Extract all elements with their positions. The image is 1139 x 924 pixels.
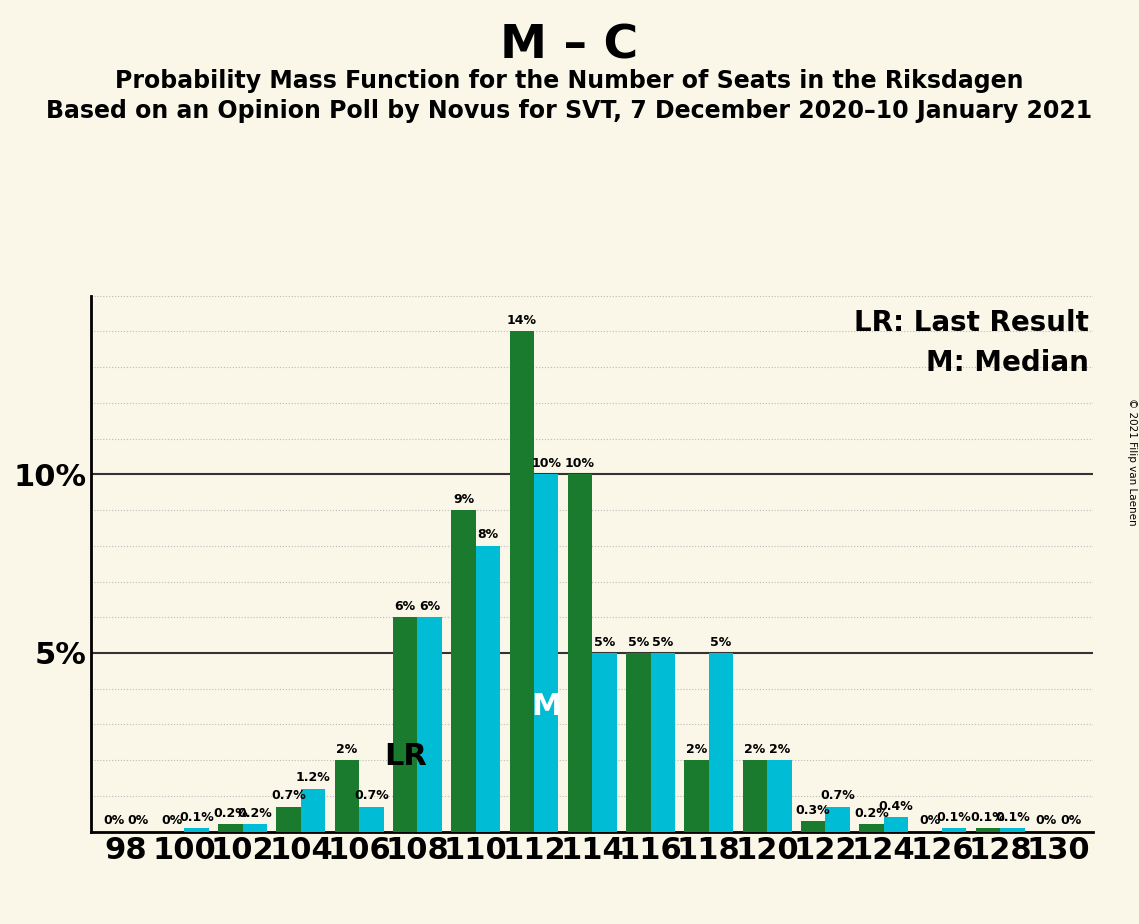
Text: 5%: 5% xyxy=(628,636,649,649)
Text: 5%: 5% xyxy=(711,636,731,649)
Text: 0.7%: 0.7% xyxy=(271,789,306,802)
Bar xyxy=(476,546,500,832)
Text: 0%: 0% xyxy=(919,814,941,827)
Text: 0%: 0% xyxy=(162,814,182,827)
Bar xyxy=(301,789,326,832)
Text: 0.1%: 0.1% xyxy=(179,810,214,823)
Text: 0.2%: 0.2% xyxy=(854,808,888,821)
Bar xyxy=(418,617,442,832)
Text: 8%: 8% xyxy=(477,529,499,541)
Text: 0.4%: 0.4% xyxy=(878,800,913,813)
Text: 9%: 9% xyxy=(453,492,474,505)
Bar xyxy=(592,653,616,832)
Text: 5%: 5% xyxy=(653,636,673,649)
Text: 1.2%: 1.2% xyxy=(296,772,330,784)
Text: 0%: 0% xyxy=(1060,814,1081,827)
Text: 0.3%: 0.3% xyxy=(796,804,830,817)
Bar xyxy=(826,807,850,832)
Bar xyxy=(859,824,884,832)
Text: M – C: M – C xyxy=(500,23,639,68)
Text: 10%: 10% xyxy=(565,457,595,470)
Text: 0.2%: 0.2% xyxy=(238,808,272,821)
Text: M: Median: M: Median xyxy=(926,349,1089,377)
Bar xyxy=(626,653,650,832)
Text: 2%: 2% xyxy=(686,743,707,756)
Bar xyxy=(219,824,243,832)
Text: M: M xyxy=(531,692,562,721)
Text: 2%: 2% xyxy=(744,743,765,756)
Bar xyxy=(451,510,476,832)
Text: 14%: 14% xyxy=(507,314,536,327)
Text: 0.7%: 0.7% xyxy=(820,789,855,802)
Bar xyxy=(359,807,384,832)
Bar xyxy=(685,760,708,832)
Text: 0%: 0% xyxy=(128,814,149,827)
Text: 0.7%: 0.7% xyxy=(354,789,388,802)
Bar xyxy=(185,828,208,832)
Text: © 2021 Filip van Laenen: © 2021 Filip van Laenen xyxy=(1126,398,1137,526)
Bar xyxy=(884,818,908,832)
Bar xyxy=(568,474,592,832)
Text: LR: LR xyxy=(384,742,427,771)
Text: 2%: 2% xyxy=(769,743,790,756)
Text: 0.1%: 0.1% xyxy=(995,810,1030,823)
Text: 0.1%: 0.1% xyxy=(936,810,972,823)
Bar xyxy=(243,824,268,832)
Text: 0%: 0% xyxy=(104,814,124,827)
Text: 6%: 6% xyxy=(419,600,441,613)
Text: 0%: 0% xyxy=(1035,814,1057,827)
Bar xyxy=(1000,828,1025,832)
Text: LR: Last Result: LR: Last Result xyxy=(853,310,1089,337)
Bar xyxy=(335,760,359,832)
Bar xyxy=(650,653,675,832)
Bar xyxy=(708,653,734,832)
Bar xyxy=(801,821,826,832)
Text: 5%: 5% xyxy=(593,636,615,649)
Bar xyxy=(534,474,558,832)
Bar xyxy=(743,760,767,832)
Text: Probability Mass Function for the Number of Seats in the Riksdagen: Probability Mass Function for the Number… xyxy=(115,69,1024,93)
Text: 10%: 10% xyxy=(531,457,562,470)
Text: 0.1%: 0.1% xyxy=(970,810,1006,823)
Bar xyxy=(767,760,792,832)
Bar xyxy=(393,617,418,832)
Text: Based on an Opinion Poll by Novus for SVT, 7 December 2020–10 January 2021: Based on an Opinion Poll by Novus for SV… xyxy=(47,99,1092,123)
Bar xyxy=(976,828,1000,832)
Text: 6%: 6% xyxy=(394,600,416,613)
Bar xyxy=(277,807,301,832)
Text: 0.2%: 0.2% xyxy=(213,808,248,821)
Text: 2%: 2% xyxy=(336,743,358,756)
Bar xyxy=(509,332,534,832)
Bar xyxy=(942,828,966,832)
